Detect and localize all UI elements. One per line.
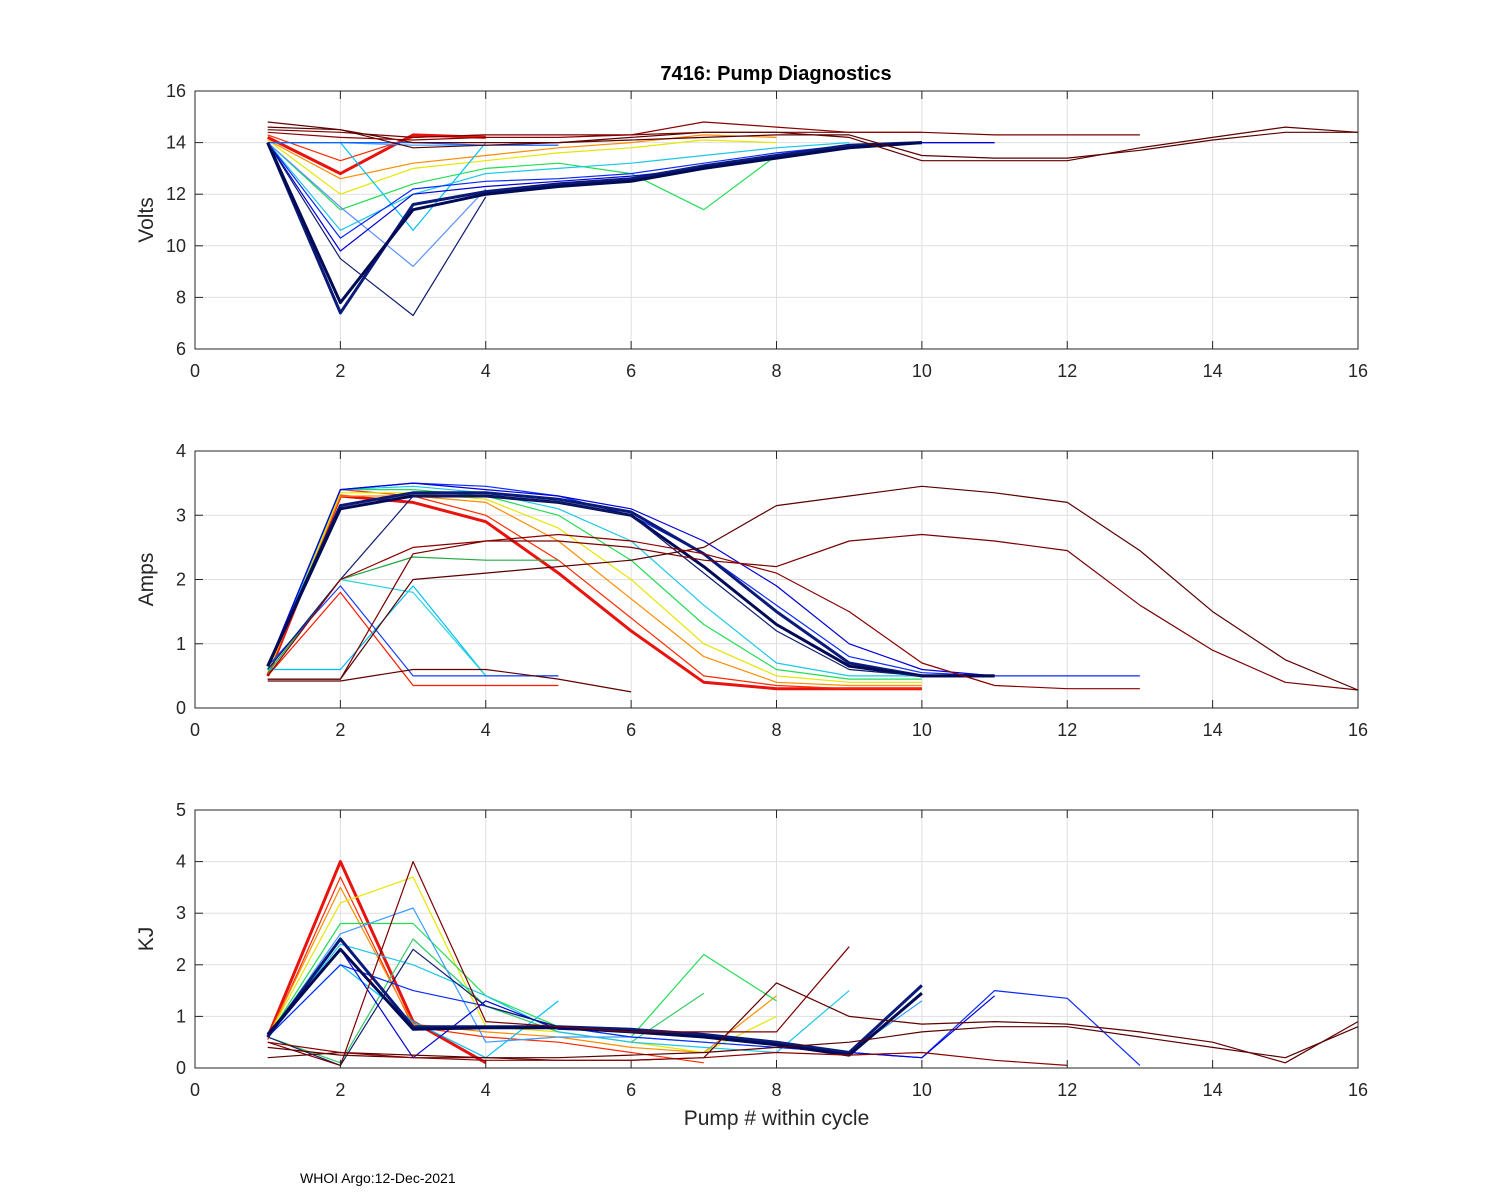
kj-y-tick-label: 4 (176, 852, 186, 872)
amps-x-tick-label: 10 (912, 720, 932, 740)
kj-x-tick-label: 0 (190, 1080, 200, 1100)
volts-series-cyan (267, 142, 850, 231)
kj-x-tick-label: 4 (481, 1080, 491, 1100)
amps-series-green-low (267, 556, 559, 674)
volts-x-tick-label: 14 (1203, 361, 1223, 381)
volts-series-yellow (267, 139, 777, 195)
volts-y-tick-label: 14 (166, 133, 186, 153)
kj-x-tick-label: 10 (912, 1080, 932, 1100)
kj-x-tick-label: 6 (626, 1080, 636, 1100)
volts-x-tick-label: 8 (771, 361, 781, 381)
volts-series-darkred-c (267, 121, 1359, 162)
kj-series-orange (267, 886, 777, 1054)
volts-y-tick-label: 10 (166, 236, 186, 256)
kj-series-blue (267, 964, 1141, 1066)
amps-y-axis-label: Amps (135, 553, 158, 607)
kj-x-tick-label: 14 (1203, 1080, 1223, 1100)
volts-series-group (266, 121, 1359, 317)
amps-x-tick-label: 16 (1348, 720, 1368, 740)
amps-y-tick-label: 0 (176, 698, 186, 718)
amps-x-tick-label: 8 (771, 720, 781, 740)
volts-series-navy-dip (267, 142, 487, 317)
volts-axes: 0 2 4 6 8 10 12 14 16 6 8 10 12 14 16 Volts (135, 81, 1368, 381)
volts-y-tick-label: 6 (176, 339, 186, 359)
kj-y-tick-label: 1 (176, 1006, 186, 1026)
amps-series-navy-steep (267, 495, 922, 677)
volts-series-lightblue-dip (267, 142, 487, 267)
amps-y-tick-label: 2 (176, 570, 186, 590)
volts-y-tick-label: 12 (166, 184, 186, 204)
kj-series-darkred-d (267, 1041, 1068, 1066)
kj-x-axis-label: Pump # within cycle (684, 1107, 870, 1130)
amps-x-tick-label: 4 (481, 720, 491, 740)
amps-series-darkred-b (267, 485, 1359, 691)
amps-x-tick-label: 6 (626, 720, 636, 740)
kj-series-green (267, 922, 777, 1038)
figure-title: 7416: Pump Diagnostics (660, 63, 891, 85)
amps-series-cyan (267, 485, 922, 677)
volts-x-tick-label: 10 (912, 361, 932, 381)
volts-series-navy-dense (266, 141, 923, 305)
kj-x-tick-label: 8 (771, 1080, 781, 1100)
volts-x-tick-label: 6 (626, 361, 636, 381)
amps-series-red-low (267, 591, 559, 687)
footer-text: WHOI Argo:12-Dec-2021 (300, 1170, 456, 1186)
volts-x-tick-label: 0 (190, 361, 200, 381)
amps-y-tick-label: 4 (176, 441, 186, 461)
kj-series-darkred-b (267, 1026, 1359, 1059)
kj-series-darkred-c (267, 982, 1359, 1064)
kj-series-navy (266, 937, 923, 1054)
volts-series-green (267, 142, 777, 211)
kj-series-red-b (267, 876, 704, 1064)
amps-series-darkred-c (267, 668, 632, 693)
amps-x-tick-label: 12 (1057, 720, 1077, 740)
amps-y-tick-label: 3 (176, 505, 186, 525)
amps-series-darkred-d (267, 533, 1140, 690)
kj-series-red-dense (266, 860, 487, 1065)
amps-series-blue-b (267, 482, 995, 677)
amps-series-darkred-a (267, 533, 1359, 691)
kj-y-tick-label: 3 (176, 903, 186, 923)
volts-x-tick-label: 2 (335, 361, 345, 381)
volts-y-tick-label: 16 (166, 81, 186, 101)
volts-x-tick-label: 12 (1057, 361, 1077, 381)
kj-series-cyan (267, 943, 850, 1054)
kj-series-group (266, 860, 1359, 1067)
kj-x-tick-label: 2 (335, 1080, 345, 1100)
volts-series-darkred-d (267, 121, 922, 141)
amps-series-yellow (267, 492, 922, 683)
kj-x-tick-label: 16 (1348, 1080, 1368, 1100)
volts-series-navy (266, 141, 922, 315)
amps-x-tick-label: 2 (335, 720, 345, 740)
kj-y-axis-label: KJ (135, 927, 158, 952)
volts-series-orange (267, 134, 777, 180)
volts-x-tick-label: 16 (1348, 361, 1368, 381)
kj-x-tick-label: 12 (1057, 1080, 1077, 1100)
kj-y-tick-label: 5 (176, 800, 186, 820)
amps-x-tick-label: 14 (1203, 720, 1223, 740)
amps-series-blue-low (267, 585, 559, 677)
volts-x-tick-label: 4 (481, 361, 491, 381)
volts-y-tick-label: 8 (176, 287, 186, 307)
kj-y-tick-label: 0 (176, 1058, 186, 1078)
kj-series-navy-spike (267, 948, 559, 1067)
kj-series-darkred-a (267, 860, 850, 1067)
amps-series-group (266, 482, 1359, 693)
amps-series-orange (267, 495, 922, 687)
volts-y-axis-label: Volts (135, 197, 158, 243)
amps-x-tick-label: 0 (190, 720, 200, 740)
kj-y-tick-label: 2 (176, 955, 186, 975)
amps-y-tick-label: 1 (176, 634, 186, 654)
amps-series-navy (266, 491, 995, 678)
